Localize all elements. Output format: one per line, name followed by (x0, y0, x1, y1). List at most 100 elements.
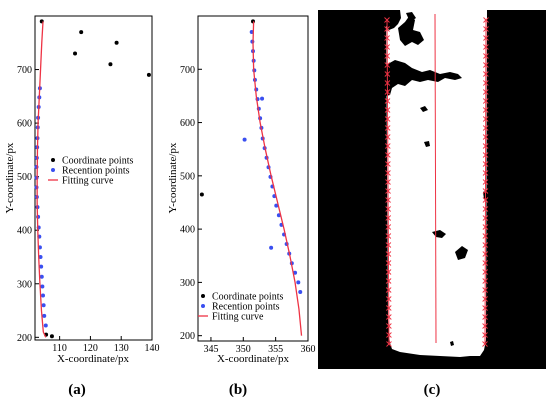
recention-point-a (41, 293, 46, 298)
right-boundary-marker (482, 323, 488, 329)
coordinate-point-b (199, 192, 204, 197)
left-boundary-marker (385, 305, 392, 311)
left-boundary-marker (384, 62, 391, 68)
x-tick-label-b: 355 (268, 344, 283, 355)
right-boundary-marker (482, 314, 488, 320)
left-boundary-marker (385, 269, 392, 275)
left-boundary-marker (384, 107, 391, 113)
right-boundary-marker (482, 197, 489, 203)
chart-panel-a: 110 120 130 140 200 300 400 500 600 700 Coordinat… (4, 15, 160, 398)
left-boundary-marker (385, 251, 392, 257)
legend-label-b: Coordinate points (212, 292, 283, 303)
coordinate-point-a (49, 334, 54, 339)
x-tick-label-b: 360 (301, 344, 316, 355)
blob-small-1 (420, 106, 428, 112)
right-boundary-marker (482, 287, 488, 293)
y-axis-label-a: Y-coordinate/px (4, 142, 16, 213)
recention-point-b (260, 96, 265, 101)
legend-label-a: Recention points (62, 166, 130, 177)
right-boundary-marker (482, 242, 489, 248)
x-axis-label-b: X-coordinate/px (217, 353, 290, 365)
left-boundary-marker (385, 233, 392, 239)
recention-point-a (40, 284, 45, 289)
right-boundary-marker (482, 80, 489, 86)
right-boundary-marker (482, 278, 489, 284)
left-boundary-marker (386, 323, 392, 329)
left-boundary-marker (384, 80, 391, 86)
legend-label-b: Recention points (212, 302, 280, 313)
right-boundary-marker (482, 134, 489, 140)
x-axis-label-a: X-coordinate/px (57, 353, 130, 365)
lane-center-line (434, 13, 437, 344)
y-tick-label-b: 500 (180, 171, 195, 182)
fitting-curve-line-b (252, 21, 303, 336)
right-boundary-marker (482, 215, 489, 221)
y-tick-label-b: 200 (180, 331, 195, 342)
right-boundary-marker (482, 125, 489, 131)
x-tick-label-b: 345 (203, 344, 218, 355)
blob-bottom-3 (450, 341, 454, 346)
left-boundary-marker (385, 152, 391, 158)
series-layer-a (34, 19, 151, 339)
right-boundary-marker (482, 332, 488, 338)
left-boundary-marker (385, 197, 391, 203)
left-boundary-marker (385, 179, 391, 185)
x-tick-label-b: 350 (236, 344, 251, 355)
recention-point-a (34, 165, 39, 170)
y-tick-label-b: 600 (180, 118, 195, 129)
recention-point-b (274, 203, 279, 208)
panel-label-c: (c) (424, 382, 441, 398)
left-boundary-marker (384, 143, 391, 149)
white-lane-region (386, 10, 487, 357)
recention-point-b (296, 280, 301, 285)
boundary-markers (384, 17, 489, 347)
right-boundary-marker (482, 341, 488, 347)
right-boundary-marker (483, 53, 489, 59)
left-boundary-marker (384, 17, 390, 23)
y-tick-label-a: 700 (17, 65, 32, 76)
blob-top-left (386, 10, 401, 30)
right-boundary-marker (483, 44, 489, 50)
left-boundary-marker (385, 260, 392, 266)
x-tick-label-a: 140 (145, 343, 160, 354)
left-boundary-marker (385, 224, 392, 230)
legend-swatch-b (201, 304, 205, 308)
chart-panel-b: 345 350 355 360 200 300 400 500 600 700 Coordinat… (167, 15, 316, 398)
right-boundary-marker (482, 98, 489, 104)
left-boundary-marker (384, 26, 390, 32)
left-boundary-marker (384, 134, 391, 140)
left-boundary-marker (386, 341, 392, 347)
left-boundary-marker (385, 278, 392, 284)
right-boundary-marker (482, 188, 489, 194)
right-boundary-marker (482, 206, 489, 212)
legend-label-a: Fitting curve (62, 176, 114, 187)
left-boundary-marker (384, 53, 391, 59)
y-tick-label-b: 700 (180, 65, 195, 76)
left-boundary-marker (384, 35, 390, 41)
x-tick-label-a: 110 (52, 343, 67, 354)
panel-label-b: (b) (229, 382, 247, 398)
left-boundary-marker (385, 161, 391, 167)
right-boundary-marker (482, 179, 489, 185)
blob-small-2 (424, 141, 430, 147)
left-boundary-marker (386, 314, 392, 320)
right-boundary-marker (482, 251, 489, 257)
right-boundary-marker (482, 161, 489, 167)
x-tick-label-a: 130 (114, 343, 129, 354)
y-tick-label-b: 400 (180, 225, 195, 236)
left-boundary-marker (384, 71, 391, 77)
x-tick-label-a: 120 (83, 343, 98, 354)
left-boundary-marker (385, 206, 391, 212)
recention-point-b (250, 39, 255, 44)
y-tick-label-a: 200 (17, 333, 32, 344)
recention-point-a (39, 264, 44, 269)
recention-point-b (293, 270, 298, 275)
left-boundary-marker (384, 98, 391, 104)
recention-point-a (42, 313, 47, 318)
left-boundary-marker (386, 332, 392, 338)
left-boundary-marker (385, 242, 392, 248)
blob-middle-band (386, 60, 462, 96)
coordinate-point-a (146, 72, 151, 77)
